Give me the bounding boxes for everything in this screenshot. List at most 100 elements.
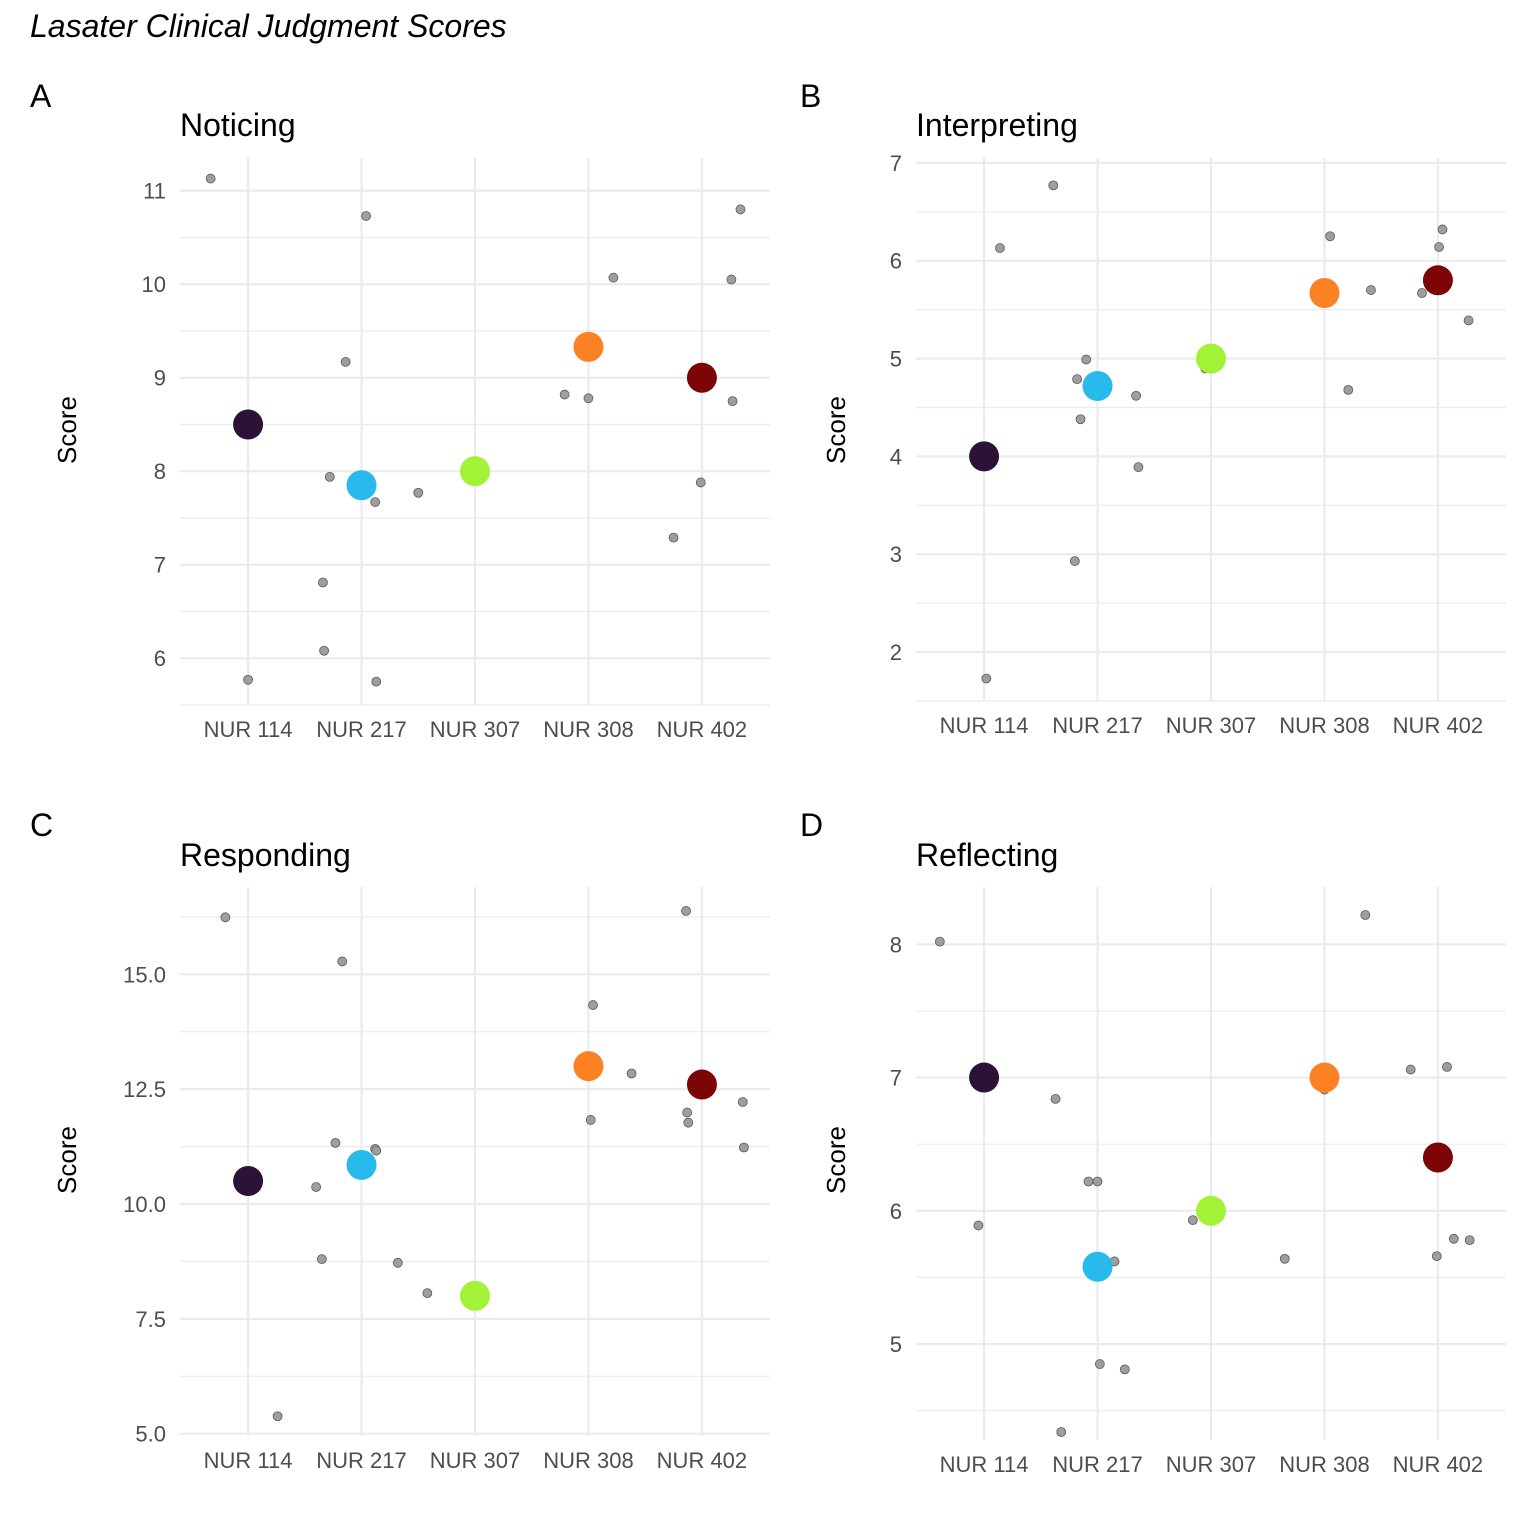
y-tick-label: 5	[890, 347, 902, 372]
mean-point-nur-402	[1422, 1142, 1453, 1173]
x-tick-label: NUR 114	[204, 1448, 293, 1473]
raw-data-point	[585, 1115, 596, 1125]
raw-data-point	[340, 356, 351, 367]
y-tick-label: 10.0	[123, 1192, 166, 1217]
x-tick-label: NUR 307	[430, 1448, 520, 1473]
raw-data-point	[371, 1145, 382, 1156]
raw-data-point	[318, 577, 328, 588]
y-tick-label: 2	[890, 640, 902, 665]
y-tick-label: 8	[154, 459, 166, 484]
mean-point-nur-402	[686, 1069, 717, 1100]
mean-point-nur-114	[233, 1166, 264, 1197]
raw-data-point	[243, 674, 253, 685]
y-tick-label: 11	[143, 179, 166, 204]
raw-data-point	[316, 1254, 327, 1265]
mean-point-nur-114	[969, 441, 1000, 472]
mean-point-nur-307	[460, 1280, 490, 1311]
raw-data-point	[1131, 390, 1142, 401]
y-tick-label: 6	[890, 1199, 902, 1224]
raw-data-point	[413, 487, 424, 498]
x-tick-label: NUR 114	[940, 713, 1029, 738]
raw-data-point	[1405, 1064, 1416, 1075]
raw-data-point	[319, 645, 329, 656]
raw-data-point	[1083, 1176, 1094, 1187]
panel-title: Interpreting	[916, 107, 1078, 143]
raw-data-point	[1048, 180, 1059, 191]
panel-title: Responding	[180, 837, 351, 873]
x-tick-label: NUR 217	[1052, 1452, 1142, 1477]
raw-data-point	[608, 272, 619, 283]
panel-tag: D	[800, 807, 823, 843]
raw-data-point	[370, 497, 381, 507]
x-tick-label: NUR 307	[1166, 713, 1256, 738]
y-tick-label: 10	[142, 272, 166, 297]
y-tick-label: 5	[890, 1332, 902, 1357]
x-tick-label: NUR 217	[1052, 713, 1142, 738]
raw-data-point	[1075, 414, 1086, 425]
mean-point-nur-217	[346, 1149, 377, 1180]
raw-data-point	[683, 1117, 694, 1128]
raw-data-point	[1069, 556, 1080, 566]
y-tick-label: 15.0	[123, 962, 166, 987]
mean-point-nur-308	[573, 331, 604, 362]
raw-data-point	[737, 1097, 748, 1107]
x-tick-label: NUR 308	[543, 717, 633, 742]
x-tick-label: NUR 114	[204, 717, 293, 742]
x-tick-label: NUR 308	[1279, 713, 1369, 738]
raw-data-point	[695, 477, 706, 488]
raw-data-point	[588, 1000, 598, 1010]
panel-tag: A	[30, 78, 52, 114]
raw-data-point	[392, 1257, 403, 1268]
y-tick-label: 6	[890, 249, 902, 274]
y-tick-label: 9	[154, 366, 166, 391]
mean-point-nur-114	[233, 409, 264, 440]
raw-data-point	[220, 912, 231, 923]
raw-data-point	[1092, 1176, 1103, 1187]
x-tick-label: NUR 308	[1279, 1452, 1369, 1477]
y-tick-label: 8	[890, 932, 902, 957]
y-tick-label: 5.0	[135, 1422, 166, 1447]
mean-point-nur-308	[1309, 278, 1340, 309]
raw-data-point	[1050, 1093, 1061, 1104]
raw-data-point	[272, 1411, 283, 1422]
x-tick-label: NUR 402	[657, 717, 747, 742]
y-axis-label: Score	[52, 1126, 82, 1194]
y-axis-label: Score	[821, 396, 851, 464]
raw-data-point	[682, 1107, 693, 1118]
mean-point-nur-217	[1082, 1251, 1113, 1282]
raw-data-point	[1072, 374, 1083, 385]
raw-data-point	[559, 389, 570, 400]
raw-data-point	[1279, 1253, 1290, 1264]
raw-data-point	[1119, 1364, 1130, 1375]
raw-data-point	[973, 1220, 984, 1231]
raw-data-point	[735, 204, 746, 215]
mean-point-nur-308	[573, 1051, 604, 1082]
raw-data-point	[1417, 288, 1427, 298]
y-tick-label: 7.5	[135, 1307, 166, 1332]
raw-data-point	[1442, 1061, 1452, 1072]
panel-tag: C	[30, 807, 53, 843]
raw-data-point	[330, 1137, 341, 1148]
y-tick-label: 6	[154, 646, 166, 671]
x-tick-label: NUR 307	[1166, 1452, 1256, 1477]
y-tick-label: 7	[154, 553, 166, 578]
raw-data-point	[626, 1068, 637, 1079]
panel-b: 2 3 4 5 6 7 NUR 114 NUR 217 NUR 307 NUR 308 NUR 40…	[800, 78, 1506, 738]
raw-data-point	[726, 274, 737, 285]
mean-point-nur-308	[1309, 1062, 1340, 1093]
raw-data-point	[371, 676, 382, 687]
x-tick-label: NUR 217	[316, 717, 406, 742]
mean-point-nur-114	[969, 1062, 1000, 1093]
raw-data-point	[361, 211, 371, 221]
raw-data-point	[1081, 354, 1092, 365]
raw-data-point	[739, 1142, 749, 1153]
raw-data-point	[311, 1182, 322, 1192]
y-tick-label: 7	[890, 151, 902, 176]
raw-data-point	[1094, 1359, 1105, 1369]
raw-data-point	[1325, 231, 1336, 242]
figure-title: Lasater Clinical Judgment Scores	[30, 8, 507, 44]
raw-data-point	[205, 173, 216, 184]
raw-data-point	[1431, 1251, 1442, 1262]
y-tick-label: 4	[890, 444, 902, 469]
raw-data-point	[681, 905, 691, 916]
